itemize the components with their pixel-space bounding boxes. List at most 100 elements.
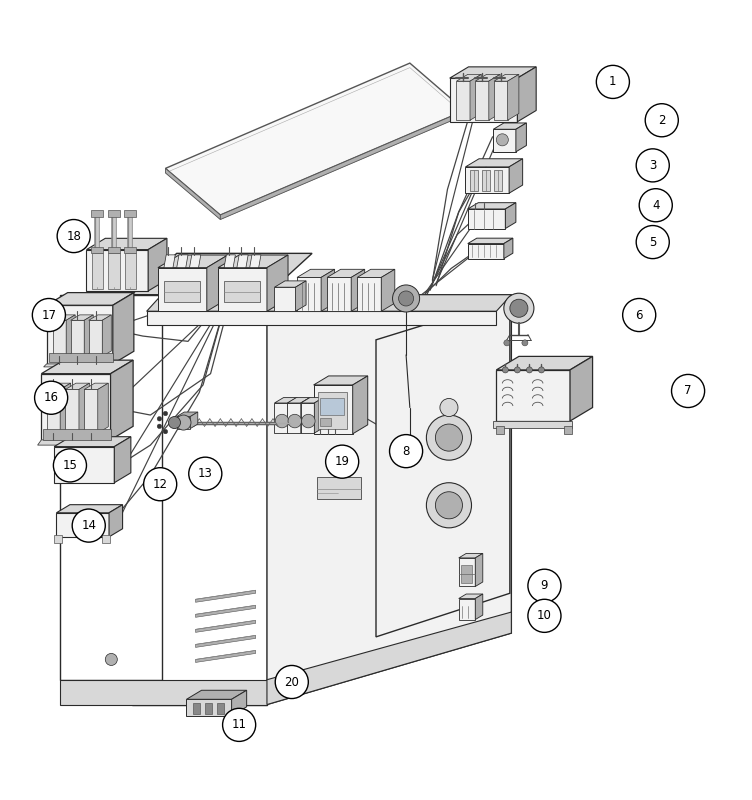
Bar <box>59 467 74 478</box>
Polygon shape <box>164 255 175 268</box>
Circle shape <box>639 189 672 222</box>
Polygon shape <box>84 390 98 433</box>
Polygon shape <box>465 158 523 167</box>
Bar <box>564 426 572 434</box>
Polygon shape <box>56 505 123 513</box>
Text: 5: 5 <box>649 235 656 249</box>
Circle shape <box>393 285 420 312</box>
Bar <box>91 210 103 217</box>
Polygon shape <box>53 315 75 320</box>
Text: 6: 6 <box>635 309 643 322</box>
Circle shape <box>440 398 458 417</box>
Text: 4: 4 <box>652 198 660 212</box>
Circle shape <box>105 654 117 666</box>
Circle shape <box>623 298 656 331</box>
Polygon shape <box>475 74 500 81</box>
Circle shape <box>426 415 472 460</box>
Circle shape <box>645 104 678 137</box>
Circle shape <box>302 414 315 428</box>
Polygon shape <box>459 554 483 558</box>
Polygon shape <box>98 383 108 433</box>
Polygon shape <box>267 294 511 705</box>
Polygon shape <box>186 690 247 699</box>
Polygon shape <box>53 320 66 356</box>
Polygon shape <box>47 293 134 306</box>
Polygon shape <box>177 412 198 417</box>
Polygon shape <box>287 403 301 433</box>
Bar <box>482 170 490 191</box>
Bar <box>193 703 200 714</box>
Polygon shape <box>132 254 312 294</box>
Bar <box>43 430 111 440</box>
Polygon shape <box>489 74 500 120</box>
Polygon shape <box>65 383 89 390</box>
Polygon shape <box>274 281 306 287</box>
Polygon shape <box>465 167 509 193</box>
Bar <box>470 170 478 191</box>
Polygon shape <box>297 270 335 278</box>
Polygon shape <box>570 356 593 421</box>
Text: 20: 20 <box>284 675 299 689</box>
Polygon shape <box>509 158 523 193</box>
Polygon shape <box>327 270 365 278</box>
Bar <box>108 246 120 253</box>
Polygon shape <box>111 360 133 440</box>
Bar <box>102 535 110 543</box>
Bar <box>124 246 136 253</box>
Circle shape <box>176 415 191 430</box>
Bar <box>205 703 212 714</box>
Circle shape <box>157 417 162 421</box>
Polygon shape <box>301 398 323 403</box>
Bar <box>125 253 136 289</box>
Polygon shape <box>493 123 526 130</box>
Text: 13: 13 <box>198 467 213 480</box>
Polygon shape <box>274 398 297 403</box>
Circle shape <box>157 424 162 429</box>
Polygon shape <box>301 403 314 433</box>
Bar <box>224 281 260 302</box>
Polygon shape <box>353 376 368 434</box>
Polygon shape <box>196 620 256 632</box>
Polygon shape <box>475 81 489 120</box>
Polygon shape <box>47 390 60 433</box>
Bar <box>320 398 344 415</box>
Polygon shape <box>147 294 511 311</box>
Polygon shape <box>314 398 323 433</box>
Polygon shape <box>321 270 335 311</box>
Polygon shape <box>475 594 483 619</box>
Polygon shape <box>357 270 395 278</box>
Text: 12: 12 <box>153 478 168 490</box>
Bar <box>108 210 120 217</box>
Polygon shape <box>71 320 84 356</box>
Bar <box>461 565 472 583</box>
Circle shape <box>504 340 510 346</box>
Polygon shape <box>297 278 321 311</box>
Polygon shape <box>475 554 483 586</box>
Circle shape <box>144 468 177 501</box>
Circle shape <box>189 457 222 490</box>
Polygon shape <box>158 268 207 311</box>
Polygon shape <box>44 364 117 367</box>
Polygon shape <box>450 78 517 122</box>
Polygon shape <box>220 110 465 219</box>
Polygon shape <box>296 281 306 311</box>
Bar <box>91 246 103 253</box>
Circle shape <box>636 226 669 258</box>
Polygon shape <box>494 74 519 81</box>
Polygon shape <box>60 383 71 433</box>
Text: 16: 16 <box>44 391 59 404</box>
Circle shape <box>390 434 423 468</box>
Bar <box>124 210 136 217</box>
Circle shape <box>275 666 308 698</box>
Circle shape <box>636 149 669 182</box>
Circle shape <box>168 417 180 429</box>
Polygon shape <box>376 298 510 637</box>
Polygon shape <box>66 315 75 356</box>
Circle shape <box>435 492 462 519</box>
Circle shape <box>502 367 508 373</box>
Circle shape <box>522 340 528 346</box>
Circle shape <box>70 459 83 473</box>
Circle shape <box>163 430 168 434</box>
Bar <box>320 418 331 426</box>
Circle shape <box>672 374 705 407</box>
